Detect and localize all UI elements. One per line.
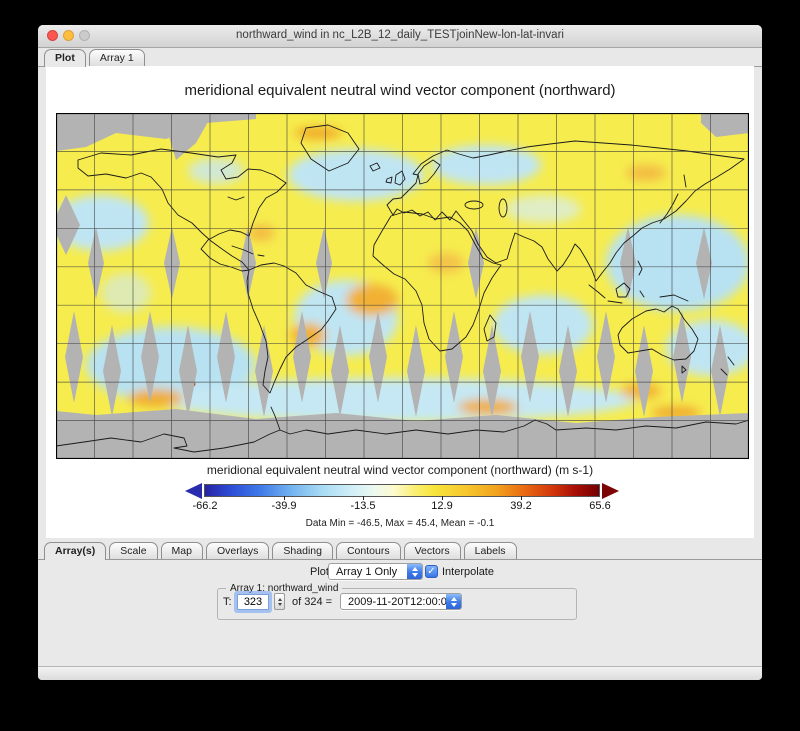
plot-mode-select[interactable]: Array 1 Only — [328, 563, 423, 580]
swath-gaps-south — [65, 311, 729, 417]
timestep-select-value: 2009-11-20T12:00:00Z — [348, 595, 446, 608]
array-1-groupbox: Array 1: northward_wind T: of 324 = 2009… — [217, 583, 577, 620]
minimize-button[interactable] — [63, 30, 74, 41]
graticule-grid — [56, 113, 749, 459]
settings-tab-bar: Array(s) Scale Map Overlays Shading Cont… — [38, 540, 762, 560]
close-button[interactable] — [47, 30, 58, 41]
colorbar-tick-label: -66.2 — [192, 500, 218, 512]
data-stats: Data Min = -46.5, Max = 45.4, Mean = -0.… — [305, 518, 495, 529]
tab-overlays[interactable]: Overlays — [205, 542, 270, 559]
colorbar-tickmark — [284, 496, 285, 500]
colorbar-tick-label: 65.6 — [589, 500, 611, 512]
colorbar-gradient — [204, 484, 600, 500]
world-map-plot — [56, 113, 749, 459]
tab-array-1[interactable]: Array 1 — [88, 49, 145, 66]
plot-panel: meridional equivalent neutral wind vecto… — [46, 66, 754, 538]
colorbar-tickmark — [521, 496, 522, 500]
colorbar-tickmark — [363, 496, 364, 500]
colorbar-tick-label: 12.9 — [431, 500, 453, 512]
select-stepper-icon — [407, 564, 422, 579]
polar-gap-north-wedge — [163, 113, 213, 160]
array-controls-pane: Plot Array 1 Only ✓ Interpolate Array 1:… — [38, 560, 762, 667]
plot-select-label: Plot — [310, 566, 329, 578]
colorbar-label: meridional equivalent neutral wind vecto… — [206, 463, 594, 477]
coastlines — [56, 124, 749, 453]
window-title: northward_wind in nc_L2B_12_daily_TESTjo… — [236, 29, 564, 41]
array-1-group-title: Array 1: northward_wind — [226, 583, 343, 594]
status-bar — [38, 666, 762, 680]
app-window: northward_wind in nc_L2B_12_daily_TESTjo… — [38, 25, 762, 680]
polar-gap-north-right — [701, 113, 749, 137]
select-stepper-icon — [446, 594, 461, 609]
colorbar-overflow-arrow — [602, 483, 619, 499]
colorbar-tick-label: -39.9 — [271, 500, 297, 512]
tab-plot[interactable]: Plot — [44, 49, 86, 67]
t-dimension-label: T: — [223, 596, 232, 608]
t-index-input[interactable] — [237, 594, 269, 610]
plot-mode-select-value: Array 1 Only — [336, 565, 398, 578]
title-bar[interactable]: northward_wind in nc_L2B_12_daily_TESTjo… — [38, 25, 762, 48]
zoom-button-disabled — [79, 30, 90, 41]
of-total-label: of 324 = — [292, 596, 333, 608]
colorbar-tick-label: -13.5 — [350, 500, 376, 512]
top-tab-bar: Plot Array 1 — [38, 48, 762, 67]
tab-shading[interactable]: Shading — [272, 542, 333, 559]
data-blobs — [56, 127, 749, 422]
colorbar — [185, 483, 619, 500]
world-map-svg — [56, 113, 749, 459]
colorbar-underflow-arrow — [185, 483, 202, 499]
timestep-select[interactable]: 2009-11-20T12:00:00Z — [340, 593, 462, 610]
tab-arrays[interactable]: Array(s) — [44, 542, 107, 560]
traffic-lights — [47, 30, 90, 41]
colorbar-tick-label: 39.2 — [510, 500, 532, 512]
plot-title: meridional equivalent neutral wind vecto… — [184, 82, 616, 99]
tab-labels[interactable]: Labels — [463, 542, 517, 559]
interpolate-label: Interpolate — [442, 566, 494, 578]
tab-contours[interactable]: Contours — [335, 542, 401, 559]
t-index-stepper[interactable] — [274, 593, 285, 610]
tab-scale[interactable]: Scale — [109, 542, 158, 559]
tab-map[interactable]: Map — [160, 542, 203, 559]
map-frame — [56, 113, 749, 459]
interpolate-checkbox[interactable]: ✓ — [425, 565, 438, 578]
tab-vectors[interactable]: Vectors — [403, 542, 461, 559]
colorbar-tickmark — [442, 496, 443, 500]
